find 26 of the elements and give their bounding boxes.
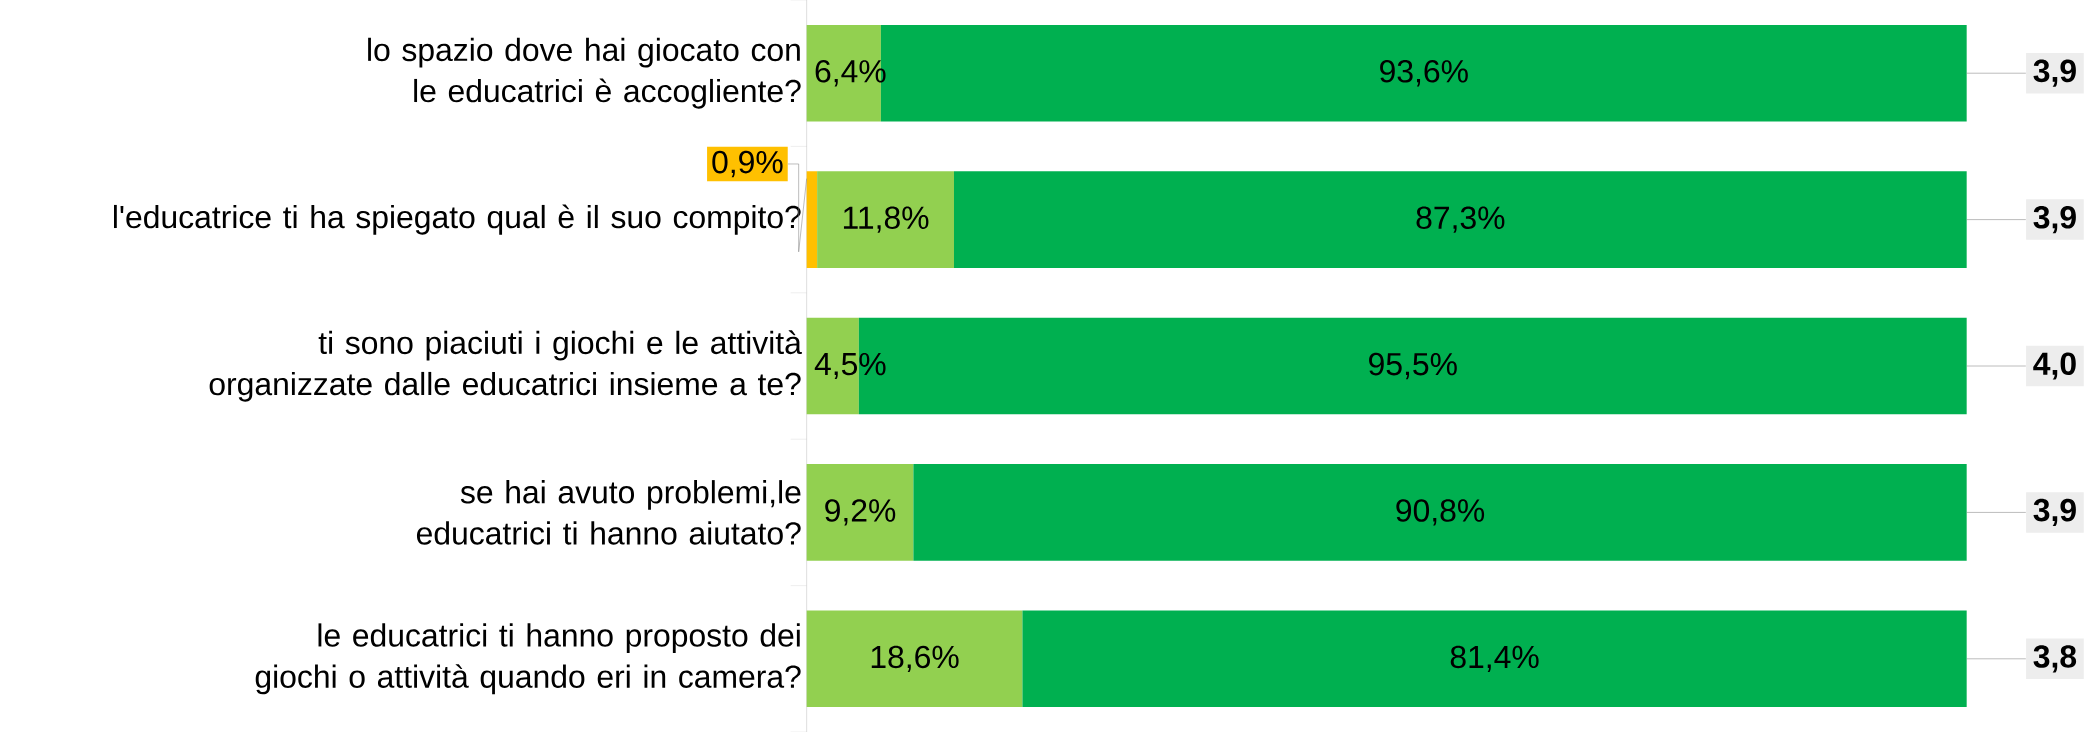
y-tick-label: se hai avuto problemi,le educatrici ti hanno aiutato? bbox=[416, 480, 801, 545]
bar bbox=[1022, 610, 1967, 708]
text: 4,0 bbox=[2033, 352, 2076, 380]
data-label: 95,5% bbox=[1369, 352, 1457, 380]
text: 3,9 bbox=[2033, 59, 2076, 87]
y-tick-label: le educatrici ti hanno proposto dei giochi o attività quando eri in camera? bbox=[255, 623, 801, 695]
data-label: 18,6% bbox=[871, 645, 959, 672]
data-label: 87,3% bbox=[1416, 206, 1505, 233]
y-tick-label: lo spazio dove hai giocato con le educatrici è accogliente? bbox=[368, 37, 801, 109]
text: 3,8 bbox=[2033, 645, 2077, 673]
text: 3,9 bbox=[2033, 206, 2076, 234]
bar bbox=[913, 464, 1967, 561]
y-tick-label: ti sono piaciuti i giochi e le attività organizzate dalle educatrici insieme a te? bbox=[209, 330, 802, 402]
bar bbox=[817, 171, 954, 268]
data-label: 11,8% bbox=[843, 206, 929, 233]
bar bbox=[806, 171, 818, 268]
bar bbox=[806, 464, 914, 561]
text: 3,9 bbox=[2033, 498, 2076, 527]
y-tick-label: l'educatrice ti ha spiegato qual è il suo compito? bbox=[113, 204, 801, 235]
bar bbox=[806, 610, 1023, 708]
data-label: 9,2% bbox=[825, 499, 896, 526]
data-label: 81,4% bbox=[1450, 645, 1539, 672]
data-label: 93,6% bbox=[1380, 60, 1468, 87]
data-label: 0,9% bbox=[712, 150, 783, 178]
bar bbox=[953, 171, 1967, 268]
data-label: 90,8% bbox=[1396, 499, 1485, 526]
